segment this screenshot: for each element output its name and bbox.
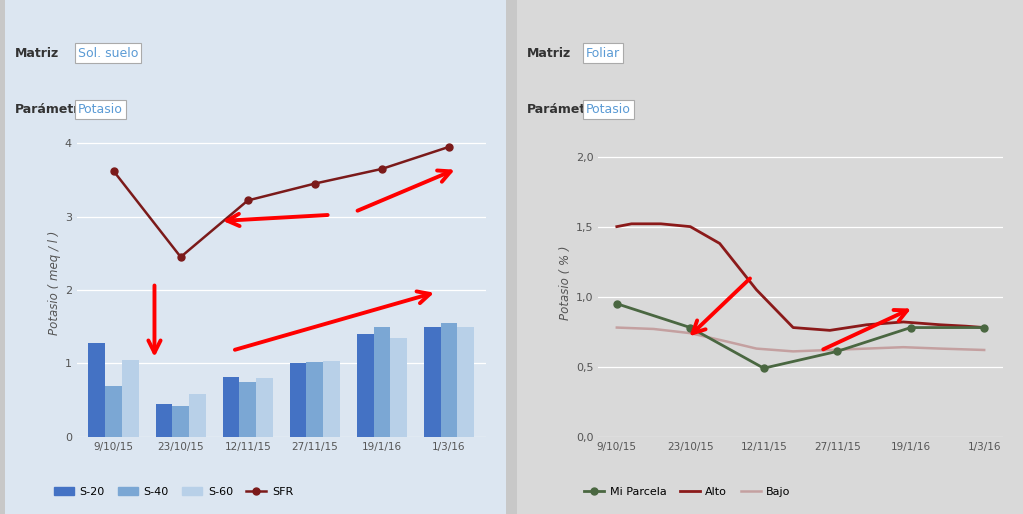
Text: Potasio: Potasio xyxy=(586,103,631,116)
Text: Parámetro: Parámetro xyxy=(527,103,601,116)
Bar xyxy=(256,378,273,437)
Text: Parámetro: Parámetro xyxy=(15,103,89,116)
Text: Potasio: Potasio xyxy=(78,103,123,116)
Bar xyxy=(155,404,172,437)
Bar xyxy=(457,327,475,437)
Bar xyxy=(88,343,105,437)
Bar xyxy=(373,327,391,437)
Bar xyxy=(172,406,189,437)
Bar xyxy=(357,334,373,437)
Legend: Mi Parcela, Alto, Bajo: Mi Parcela, Alto, Bajo xyxy=(580,483,795,502)
Y-axis label: Potasio ( meq / l ): Potasio ( meq / l ) xyxy=(48,230,60,335)
Bar xyxy=(391,338,407,437)
Legend: S-20, S-40, S-60, SFR: S-20, S-40, S-60, SFR xyxy=(49,483,298,502)
Bar xyxy=(290,363,307,437)
Text: Sol. suelo: Sol. suelo xyxy=(78,47,138,60)
Bar xyxy=(441,323,457,437)
Bar xyxy=(239,382,256,437)
Text: Matriz: Matriz xyxy=(527,47,571,60)
Bar xyxy=(223,377,239,437)
Bar xyxy=(189,394,206,437)
Y-axis label: Potasio ( % ): Potasio ( % ) xyxy=(559,246,572,320)
Bar xyxy=(424,327,441,437)
Text: Matriz: Matriz xyxy=(15,47,59,60)
Bar xyxy=(307,362,323,437)
Bar xyxy=(323,361,340,437)
Bar xyxy=(105,386,122,437)
Text: Foliar: Foliar xyxy=(586,47,620,60)
Bar xyxy=(122,360,139,437)
